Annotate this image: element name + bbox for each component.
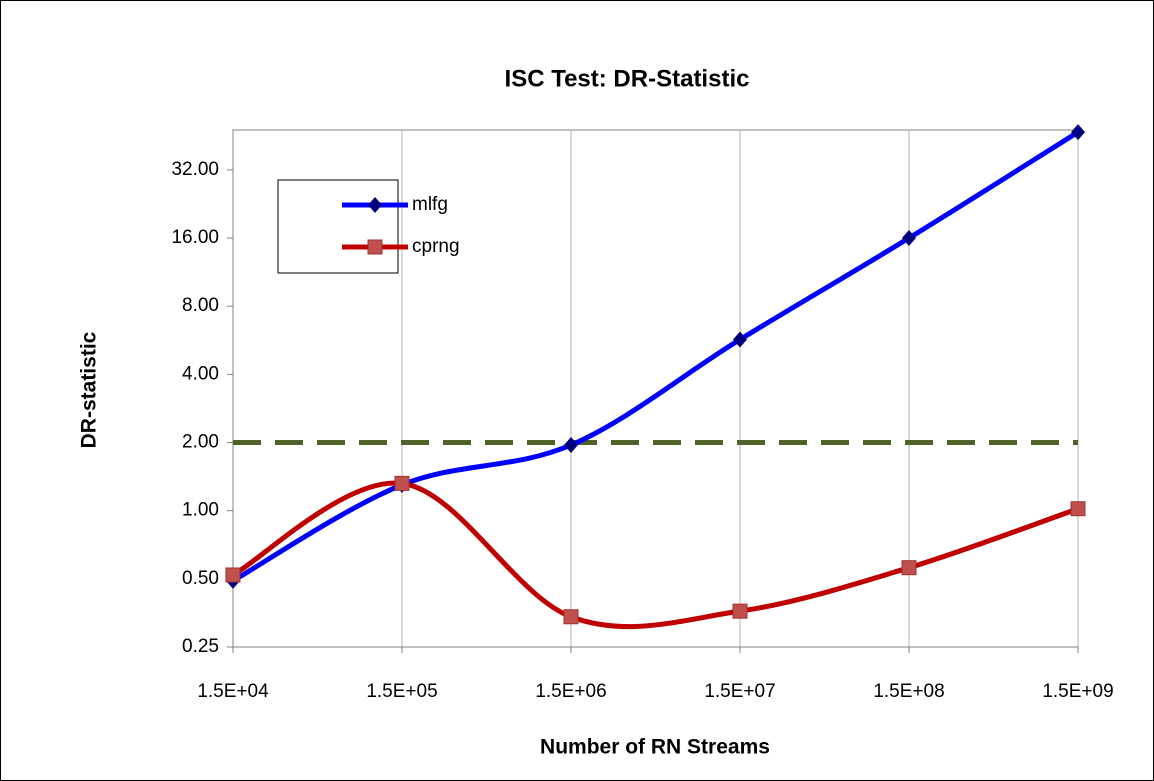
y-tick-label: 1.00: [182, 500, 219, 521]
y-tick-label: 0.50: [182, 568, 219, 589]
series-line: [231, 129, 1080, 583]
legend-label: cprng: [412, 236, 460, 257]
point: [733, 331, 747, 348]
x-tick-label: 1.5E+07: [704, 681, 775, 702]
point: [902, 230, 916, 247]
legend-box: [277, 179, 399, 274]
point: [368, 197, 382, 213]
point: [1071, 124, 1085, 141]
y-tick-label: 16.00: [171, 227, 219, 248]
point: [394, 475, 410, 491]
y-tick-label: 8.00: [182, 295, 219, 316]
series-line: [231, 480, 1079, 630]
x-tick-label: 1.5E+06: [535, 681, 606, 702]
point: [367, 239, 383, 255]
point: [564, 437, 578, 454]
point: [901, 560, 917, 576]
x-tick-label: 1.5E+05: [366, 681, 437, 702]
x-axis-label: Number of RN Streams: [540, 736, 770, 759]
x-tick-label: 1.5E+09: [1042, 681, 1113, 702]
y-axis-label: DR-statistic: [78, 331, 101, 448]
chart-title: ISC Test: DR-Statistic: [505, 65, 750, 92]
y-tick-label: 32.00: [171, 159, 219, 180]
point: [732, 603, 748, 619]
y-tick-label: 0.25: [182, 636, 219, 657]
y-tick-label: 4.00: [182, 363, 219, 384]
x-tick-label: 1.5E+08: [873, 681, 944, 702]
x-tick-label: 1.5E+04: [197, 681, 269, 702]
point: [563, 609, 579, 625]
y-tick-label: 2.00: [182, 432, 219, 453]
legend-label: mlfg: [412, 194, 448, 215]
point: [225, 567, 241, 583]
point: [1070, 501, 1086, 517]
